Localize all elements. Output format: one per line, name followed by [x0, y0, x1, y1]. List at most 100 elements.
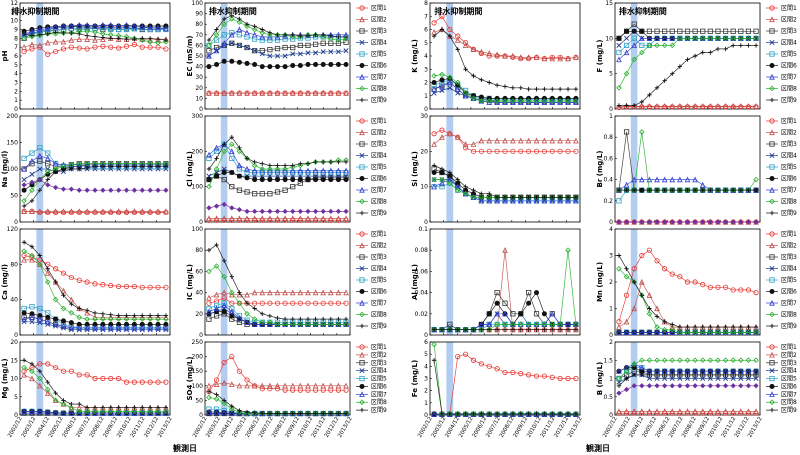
data-series	[206, 90, 349, 96]
y-tick-label: 50	[10, 193, 18, 200]
data-point	[132, 405, 137, 410]
data-point	[206, 305, 212, 312]
data-point	[100, 282, 106, 288]
legend-label: 区間1	[371, 344, 387, 351]
data-point	[92, 208, 98, 215]
data-point	[267, 32, 273, 38]
data-point	[139, 410, 146, 416]
data-series	[206, 302, 349, 328]
y-axis-label: pH	[1, 50, 9, 61]
data-point	[139, 23, 146, 30]
data-point	[206, 48, 212, 54]
data-point	[21, 44, 27, 50]
data-point	[45, 177, 50, 182]
data-point	[53, 390, 58, 396]
data-point	[92, 34, 98, 39]
series-line	[433, 29, 576, 90]
data-point	[123, 166, 130, 172]
data-point	[206, 183, 212, 190]
y-tick-label: 10	[605, 35, 613, 42]
data-point	[431, 341, 437, 348]
data-point	[237, 16, 242, 22]
data-point	[163, 39, 169, 45]
data-series	[431, 341, 579, 417]
data-point	[236, 187, 243, 193]
data-point	[534, 290, 540, 296]
data-point	[439, 184, 445, 190]
data-point	[267, 386, 273, 392]
data-point	[670, 71, 675, 76]
data-point	[267, 300, 273, 306]
data-point	[454, 86, 461, 92]
data-point	[21, 182, 27, 188]
data-point	[542, 411, 547, 416]
data-point	[753, 176, 759, 183]
data-point	[715, 357, 721, 364]
drainage-suppression-band	[36, 229, 44, 335]
data-point	[616, 265, 622, 272]
data-point	[116, 45, 122, 51]
data-series	[431, 351, 579, 417]
data-point	[221, 379, 228, 386]
series-line	[433, 179, 576, 202]
data-point	[206, 308, 212, 315]
data-point	[92, 324, 98, 331]
data-point	[478, 148, 484, 154]
data-point	[214, 242, 219, 248]
data-point	[541, 197, 548, 204]
data-point	[533, 148, 540, 154]
data-point	[730, 188, 736, 193]
data-point	[298, 33, 303, 39]
data-point	[327, 382, 334, 389]
data-point	[290, 411, 295, 416]
data-point	[236, 382, 243, 389]
legend-marker	[359, 62, 365, 68]
data-point	[746, 324, 751, 330]
data-point	[244, 29, 250, 36]
y-tick-label: 5	[14, 394, 18, 401]
data-point	[213, 381, 220, 387]
data-point	[267, 163, 273, 168]
data-point	[692, 408, 698, 414]
plot-frame	[204, 228, 351, 336]
data-point	[439, 13, 445, 19]
data-point	[699, 103, 706, 109]
data-point	[252, 208, 258, 215]
series-line	[23, 37, 166, 48]
data-point	[213, 305, 220, 312]
data-series	[431, 27, 579, 92]
data-point	[267, 319, 273, 326]
data-point	[84, 187, 90, 193]
legend-label: 区間6	[371, 383, 387, 390]
data-point	[100, 43, 106, 49]
data-point	[549, 98, 556, 104]
data-point	[44, 270, 51, 276]
data-point	[52, 321, 59, 328]
data-point	[624, 188, 629, 193]
plot-frame	[19, 228, 171, 336]
legend-marker	[769, 28, 775, 34]
data-point	[21, 358, 27, 363]
legend-label: 区間1	[371, 231, 387, 238]
data-point	[107, 21, 114, 28]
data-point	[305, 90, 311, 96]
data-point	[646, 247, 653, 253]
data-point	[139, 284, 145, 290]
data-point	[335, 40, 342, 46]
y-tick-label: 0.04	[415, 290, 429, 297]
data-series	[206, 141, 349, 174]
data-point	[639, 49, 645, 56]
data-point	[275, 411, 280, 416]
data-point	[52, 38, 59, 45]
y-tick-label: 4	[424, 363, 428, 370]
data-point	[259, 33, 266, 40]
data-point	[163, 316, 169, 322]
data-point	[213, 44, 220, 51]
data-point	[267, 30, 273, 35]
data-point	[52, 31, 59, 37]
data-point	[123, 379, 130, 385]
data-point	[494, 137, 500, 144]
data-point	[29, 157, 35, 164]
data-point	[221, 258, 227, 263]
